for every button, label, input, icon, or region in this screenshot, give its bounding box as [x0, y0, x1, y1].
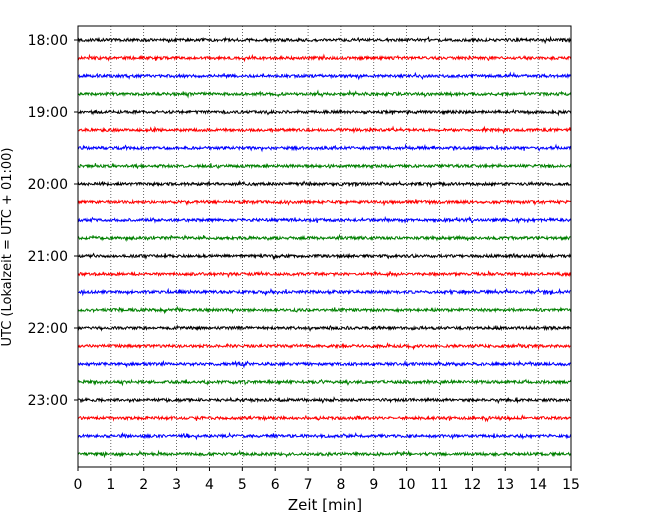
trace-line [77, 305, 572, 315]
x-tick-label: 1 [106, 477, 115, 493]
x-tick-label: 12 [463, 477, 481, 493]
trace-line [77, 143, 572, 153]
seismic-traces [77, 35, 572, 459]
y-tick-label: 21:00 [28, 249, 68, 265]
trace-line [77, 431, 572, 441]
x-tick-label: 7 [304, 477, 313, 493]
x-tick-label: 9 [369, 477, 378, 493]
y-tick-label: 23:00 [28, 393, 68, 409]
trace-line [77, 71, 572, 81]
x-axis-ticks: 0 1 2 3 4 5 6 7 8 9 10 11 12 13 14 15 [74, 467, 580, 493]
y-tick-label: 20:00 [28, 177, 68, 193]
x-tick-label: 10 [398, 477, 416, 493]
trace-line [77, 108, 572, 117]
y-axis-ticks: 18:00 19:00 20:00 21:00 22:00 23:00 [28, 33, 78, 409]
trace-line [77, 125, 572, 135]
x-tick-label: 6 [271, 477, 280, 493]
trace-line [77, 270, 572, 279]
x-tick-label: 4 [205, 477, 214, 493]
trace-line [77, 414, 572, 423]
x-tick-label: 8 [336, 477, 345, 493]
trace-line [77, 251, 572, 261]
trace-line [77, 198, 572, 207]
x-tick-label: 11 [431, 477, 449, 493]
trace-line [77, 233, 572, 243]
trace-line [77, 287, 572, 297]
trace-line [77, 396, 572, 405]
trace-line [77, 180, 572, 189]
x-tick-label: 13 [496, 477, 514, 493]
trace-line [77, 215, 572, 224]
plot-frame [77, 25, 572, 468]
x-axis-label: Zeit [min] [288, 496, 362, 514]
trace-line [77, 162, 572, 170]
x-tick-label: 0 [74, 477, 83, 493]
trace-line [77, 53, 572, 63]
x-tick-label: 14 [529, 477, 547, 493]
x-tick-label: 3 [172, 477, 181, 493]
trace-line [77, 324, 572, 332]
trace-line [77, 35, 572, 45]
y-tick-label: 18:00 [28, 33, 68, 49]
y-tick-label: 19:00 [28, 105, 68, 121]
y-axis-label: UTC (Lokalzeit = UTC + 01:00) [0, 148, 15, 347]
x-tick-label: 5 [238, 477, 247, 493]
trace-line [77, 342, 572, 351]
trace-line [77, 359, 572, 369]
trace-line [77, 378, 572, 387]
x-tick-label: 15 [562, 477, 580, 493]
trace-line [77, 89, 572, 99]
y-tick-label: 22:00 [28, 321, 68, 337]
x-tick-label: 2 [139, 477, 148, 493]
trace-line [77, 449, 572, 459]
